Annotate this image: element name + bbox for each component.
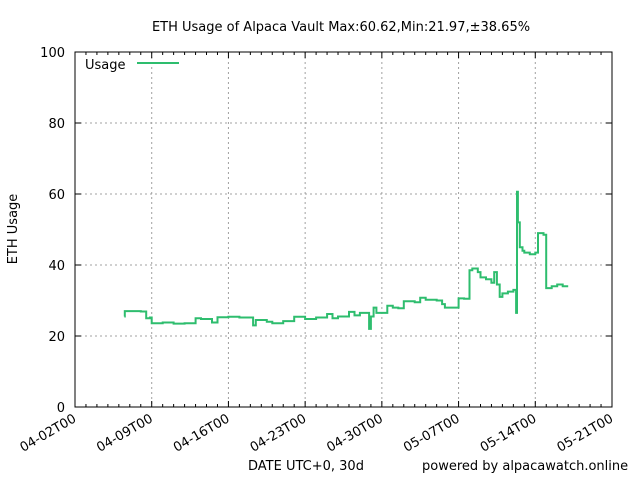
y-tick-label: 40 (48, 259, 65, 274)
y-axis-label: ETH Usage (6, 194, 21, 265)
x-tick-label: 05-21T00 (555, 411, 616, 455)
x-axis-caption: DATE UTC+0, 30d (248, 459, 364, 474)
x-tick-label: 04-02T00 (18, 411, 79, 455)
plot-frame (74, 51, 613, 408)
credit-text: powered by alpacawatch.online (422, 459, 629, 474)
y-tick-label: 60 (48, 188, 65, 203)
x-tick-label: 04-23T00 (248, 411, 309, 455)
y-tick-label: 80 (48, 117, 65, 132)
y-tick-label: 0 (57, 401, 65, 416)
chart-title: ETH Usage of Alpaca Vault Max:60.62,Min:… (152, 20, 530, 35)
x-tick-label: 04-16T00 (171, 411, 232, 455)
x-tick-label: 04-30T00 (324, 411, 385, 455)
series-line-usage (123, 190, 569, 330)
x-tick-label: 05-07T00 (401, 411, 462, 455)
y-tick-label: 100 (40, 46, 65, 61)
x-tick-label: 05-14T00 (478, 411, 539, 455)
y-tick-label: 20 (48, 330, 65, 345)
x-tick-label: 04-09T00 (94, 411, 155, 455)
legend-label: Usage (85, 58, 126, 73)
